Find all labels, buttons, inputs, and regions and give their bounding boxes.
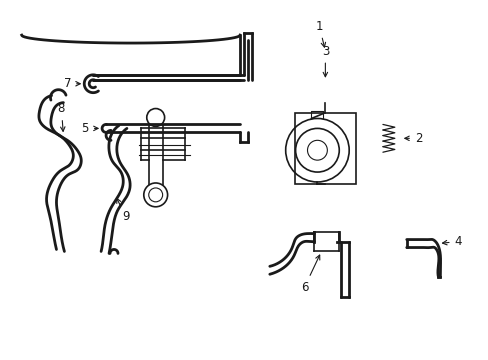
Text: 6: 6 bbox=[300, 255, 319, 294]
Text: 4: 4 bbox=[442, 235, 461, 248]
Text: 2: 2 bbox=[404, 132, 422, 145]
Text: 3: 3 bbox=[321, 45, 328, 77]
Text: 5: 5 bbox=[81, 122, 98, 135]
Text: 9: 9 bbox=[117, 198, 129, 223]
Bar bbox=[294, 113, 355, 184]
Text: 7: 7 bbox=[63, 77, 80, 90]
Text: 8: 8 bbox=[58, 102, 65, 131]
Text: 1: 1 bbox=[315, 20, 325, 47]
